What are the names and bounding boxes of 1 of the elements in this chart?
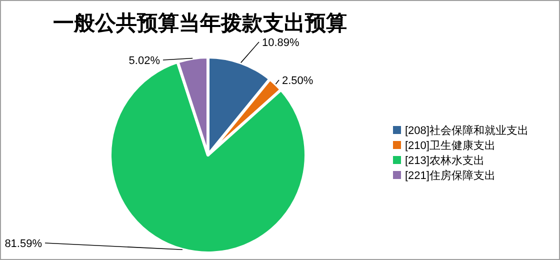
title: 一般公共预算当年拨款支出预算 xyxy=(53,11,347,35)
